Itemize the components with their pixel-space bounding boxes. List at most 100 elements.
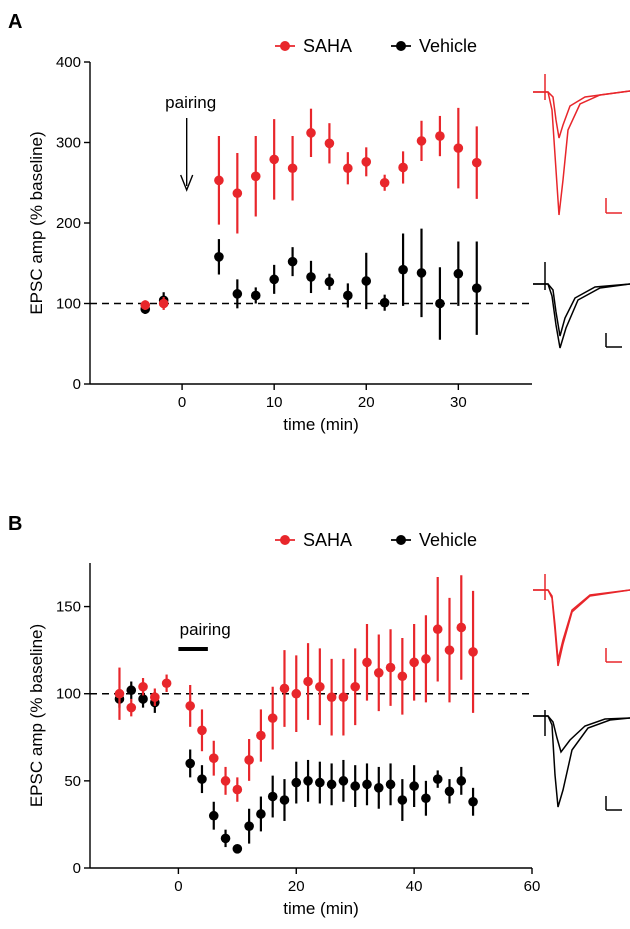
data-point-b — [232, 784, 243, 795]
data-point-a — [343, 290, 353, 301]
data-point-b — [197, 774, 207, 784]
trace-inset-a-saha — [533, 74, 630, 216]
y-tick-label-a: 400 — [56, 54, 81, 71]
data-point-b — [279, 795, 290, 805]
data-point-b — [185, 701, 195, 711]
data-point-b — [468, 647, 478, 657]
data-point-b — [126, 685, 137, 696]
data-point-a — [453, 143, 464, 153]
data-point-b — [421, 793, 431, 804]
legend-label-a: Vehicle — [419, 36, 477, 56]
x-axis-title-a: time (min) — [283, 415, 359, 434]
data-point-b — [326, 692, 337, 702]
panel-letter-a: A — [8, 11, 22, 33]
y-axis-title-b: EPSC amp (% baseline) — [27, 624, 46, 807]
data-point-a — [158, 298, 169, 309]
trace-inset-a-vehicle — [533, 262, 630, 349]
legend-label-b: Vehicle — [419, 530, 477, 550]
data-point-b — [232, 844, 243, 854]
y-tick-label-a: 200 — [56, 215, 81, 232]
data-point-b — [409, 657, 419, 668]
data-point-b — [362, 779, 372, 790]
data-point-b — [244, 821, 254, 831]
pairing-arrow-head — [180, 174, 194, 192]
data-point-b — [456, 622, 467, 633]
data-point-b — [161, 678, 172, 689]
data-point-b — [409, 781, 419, 791]
legend-swatch-marker-a — [280, 41, 290, 51]
data-point-a — [416, 136, 427, 146]
data-point-a — [471, 157, 482, 168]
pairing-label-a: pairing — [165, 93, 216, 112]
x-tick-label-b: 20 — [288, 878, 305, 895]
data-point-b — [315, 777, 325, 788]
panel-letter-b: B — [8, 513, 22, 535]
chart-panel-b: 0 50 100 150 0 20 40 60 time (min) EPSC amp (% ba… — [27, 530, 540, 918]
data-point-b — [373, 668, 384, 678]
data-point-a — [361, 157, 372, 167]
data-point-b — [208, 810, 219, 821]
data-point-b — [468, 796, 478, 807]
data-point-a — [232, 188, 243, 199]
legend-swatch-marker-b — [280, 535, 290, 545]
data-point-a — [140, 300, 151, 310]
data-point-a — [435, 298, 445, 309]
legend-label-a: SAHA — [303, 36, 352, 56]
data-point-b — [397, 671, 408, 682]
data-point-b — [185, 758, 195, 769]
data-point-a — [471, 283, 482, 294]
y-tick-label-b: 0 — [73, 860, 81, 877]
data-point-b — [114, 688, 125, 699]
y-tick-label-a: 0 — [73, 376, 81, 393]
data-point-b — [291, 777, 302, 788]
data-point-a — [306, 128, 316, 138]
x-tick-label-b: 40 — [406, 878, 423, 895]
data-point-b — [421, 654, 431, 664]
data-point-a — [269, 274, 279, 285]
data-point-a — [287, 163, 298, 174]
data-point-a — [324, 276, 335, 287]
data-point-a — [306, 272, 316, 282]
data-point-a — [398, 162, 408, 173]
data-point-b — [444, 786, 455, 797]
data-point-b — [315, 681, 325, 692]
data-point-b — [244, 755, 254, 765]
data-point-b — [373, 783, 384, 793]
data-point-b — [267, 791, 278, 802]
data-point-a — [269, 154, 279, 165]
legend-swatch-marker-a — [396, 41, 406, 51]
data-point-b — [350, 781, 361, 791]
data-point-b — [362, 657, 372, 668]
x-tick-label-a: 10 — [266, 394, 283, 411]
data-point-b — [197, 725, 207, 736]
pairing-label-b: pairing — [180, 620, 231, 639]
data-point-b — [126, 702, 137, 713]
data-point-a — [324, 138, 335, 149]
data-point-a — [379, 297, 390, 308]
data-point-b — [279, 683, 290, 694]
data-point-a — [287, 256, 298, 267]
legend-swatch-marker-b — [396, 535, 406, 545]
x-tick-label-a: 30 — [450, 394, 467, 411]
data-point-b — [385, 779, 396, 790]
data-point-b — [350, 681, 361, 692]
data-point-b — [267, 713, 278, 723]
data-point-a — [416, 268, 427, 278]
chart-panel-a: 0 100 200 300 400 0 10 20 30 time (min) EPSC amp (… — [27, 36, 532, 434]
data-point-b — [338, 776, 349, 786]
data-point-b — [326, 779, 337, 790]
data-point-a — [250, 171, 261, 182]
data-point-b — [208, 753, 219, 763]
y-tick-label-b: 50 — [64, 773, 81, 790]
data-point-b — [444, 645, 455, 655]
data-point-a — [398, 264, 408, 275]
data-point-b — [456, 776, 467, 786]
data-point-b — [303, 676, 313, 687]
data-point-a — [361, 276, 372, 286]
data-point-b — [138, 681, 148, 692]
trace-inset-b-saha — [533, 574, 630, 667]
x-tick-label-b: 0 — [174, 878, 182, 895]
legend-label-b: SAHA — [303, 530, 352, 550]
data-point-a — [214, 252, 224, 262]
